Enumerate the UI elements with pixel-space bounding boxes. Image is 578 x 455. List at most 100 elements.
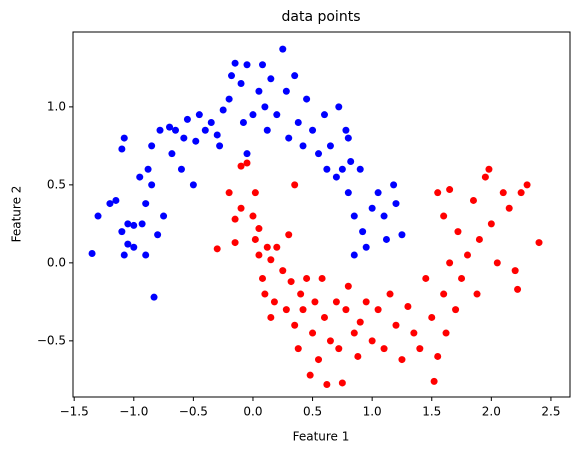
data-point — [142, 251, 150, 259]
data-point — [287, 278, 295, 286]
data-point — [118, 228, 126, 236]
data-point — [124, 220, 132, 228]
data-point — [237, 162, 245, 170]
data-point — [138, 220, 146, 228]
data-point — [454, 228, 462, 236]
data-point — [225, 189, 233, 197]
x-tick-label: 1.5 — [422, 405, 441, 419]
data-point — [380, 345, 388, 353]
data-point — [231, 215, 239, 223]
data-point — [303, 95, 311, 103]
data-point — [344, 282, 352, 290]
data-point — [195, 111, 203, 119]
data-point — [323, 381, 331, 389]
data-point — [434, 352, 442, 360]
data-point — [259, 61, 267, 69]
data-point — [452, 306, 460, 314]
data-point — [344, 189, 352, 197]
data-point — [160, 212, 168, 220]
data-point — [294, 345, 302, 353]
data-point — [398, 231, 406, 239]
data-point — [342, 306, 350, 314]
data-point — [243, 61, 251, 69]
data-point — [440, 290, 448, 298]
data-point — [88, 249, 96, 257]
data-point — [94, 212, 102, 220]
data-point — [318, 274, 326, 282]
data-point — [291, 321, 299, 329]
data-point — [320, 111, 328, 119]
data-point — [273, 243, 281, 251]
data-point — [344, 134, 352, 142]
data-point — [347, 157, 355, 165]
data-point — [458, 274, 466, 282]
y-tick-label: 0.5 — [47, 177, 66, 191]
x-tick-label: 1.0 — [363, 405, 382, 419]
data-point — [320, 313, 328, 321]
data-point — [261, 290, 269, 298]
data-point — [473, 290, 481, 298]
data-point — [255, 251, 263, 259]
data-point — [416, 345, 424, 353]
data-point — [219, 106, 227, 114]
data-point — [299, 306, 307, 314]
data-point — [469, 196, 477, 204]
data-point — [148, 142, 156, 150]
data-point — [255, 225, 263, 233]
data-point — [243, 159, 251, 167]
data-point — [156, 126, 164, 134]
data-point — [404, 303, 412, 311]
data-point — [382, 235, 390, 243]
data-point — [136, 173, 144, 181]
data-point — [150, 293, 158, 301]
data-point — [239, 118, 247, 126]
data-point — [359, 228, 367, 236]
data-point — [362, 298, 370, 306]
data-point — [380, 212, 388, 220]
data-point — [464, 251, 472, 259]
data-point — [263, 126, 271, 134]
data-point — [315, 150, 323, 158]
data-point — [442, 329, 450, 337]
data-point — [390, 181, 398, 189]
data-point — [499, 189, 507, 197]
data-point — [249, 212, 257, 220]
data-point — [251, 189, 259, 197]
data-point — [338, 165, 346, 173]
data-point — [273, 111, 281, 119]
data-point — [166, 123, 174, 131]
data-point — [130, 243, 138, 251]
data-point — [216, 142, 224, 150]
data-point — [535, 239, 543, 247]
data-point — [356, 165, 364, 173]
x-tick-label: 0.5 — [303, 405, 322, 419]
data-point — [243, 150, 251, 158]
data-point — [207, 118, 215, 126]
data-point — [237, 79, 245, 87]
data-point — [259, 274, 267, 282]
data-point — [326, 337, 334, 345]
data-point — [282, 87, 290, 95]
data-point — [255, 87, 263, 95]
x-tick-label: 2.5 — [541, 405, 560, 419]
data-point — [124, 240, 132, 248]
y-axis-label: Feature 2 — [10, 186, 24, 243]
data-point — [291, 72, 299, 80]
data-point — [315, 356, 323, 364]
data-point — [213, 245, 221, 253]
data-point — [356, 318, 364, 326]
data-point — [434, 189, 442, 197]
x-tick-label: −0.5 — [179, 405, 208, 419]
data-point — [354, 352, 362, 360]
data-point — [386, 290, 394, 298]
data-point — [201, 126, 209, 134]
data-point — [306, 371, 314, 379]
data-point — [120, 134, 128, 142]
data-point — [225, 95, 233, 103]
data-point — [422, 274, 430, 282]
data-point — [338, 379, 346, 387]
data-point — [511, 267, 519, 275]
data-point — [523, 181, 531, 189]
x-axis-label: Feature 1 — [293, 430, 350, 444]
